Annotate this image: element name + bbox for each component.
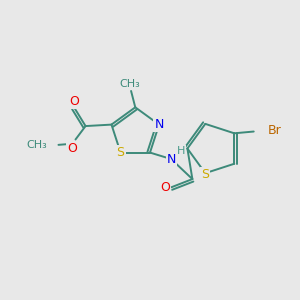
Text: S: S [201, 168, 209, 181]
Text: O: O [67, 142, 77, 155]
Text: O: O [160, 182, 170, 194]
Text: N: N [167, 153, 176, 166]
Text: O: O [69, 95, 79, 108]
Text: S: S [117, 146, 124, 159]
Text: CH₃: CH₃ [120, 79, 140, 89]
Text: CH₃: CH₃ [27, 140, 48, 150]
Text: H: H [176, 146, 185, 156]
Text: Br: Br [268, 124, 281, 137]
Text: N: N [154, 118, 164, 131]
